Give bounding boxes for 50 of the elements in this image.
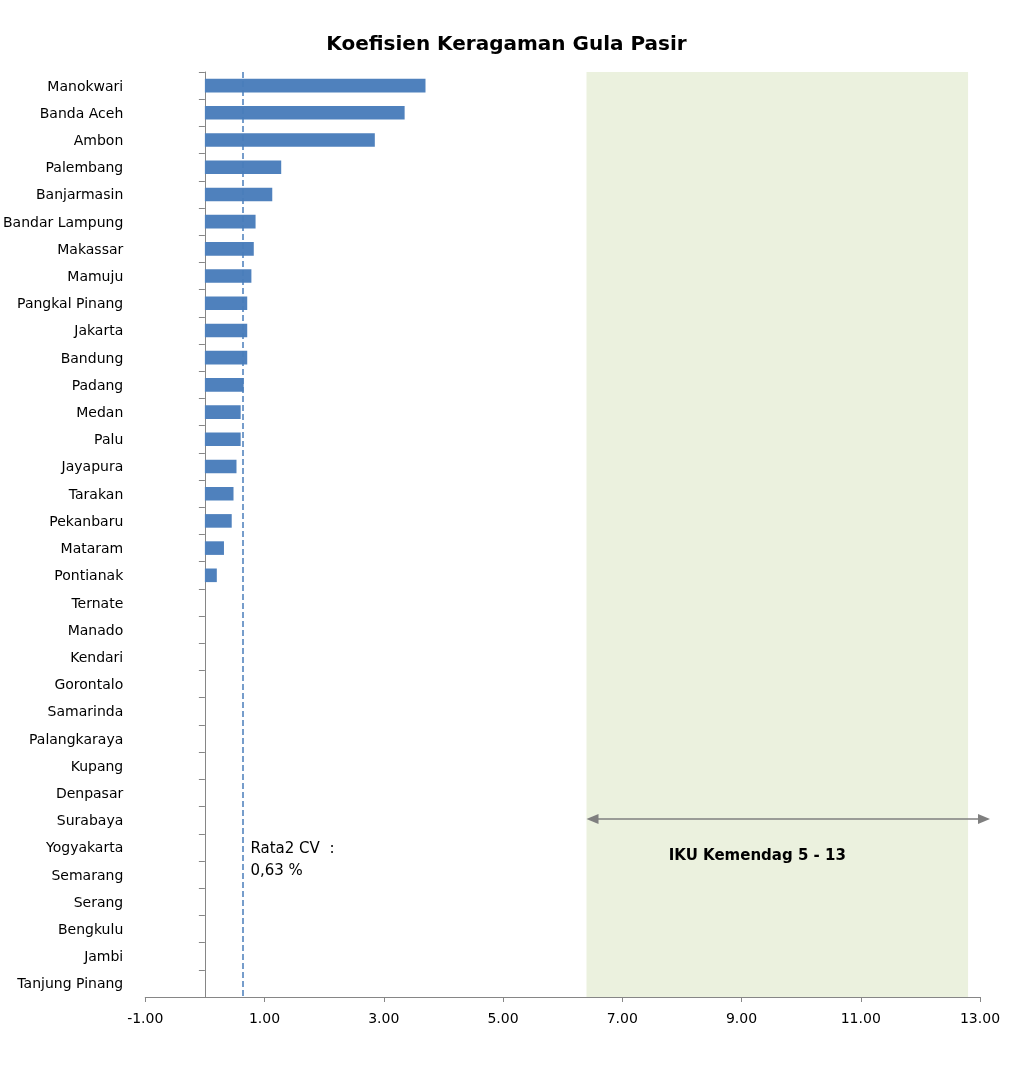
band-label: IKU Kemendag 5 - 13 bbox=[668, 845, 846, 864]
x-tick-label: 9.00 bbox=[725, 1010, 758, 1026]
y-tick-label: Semarang bbox=[51, 866, 124, 883]
y-tick-label: Tanjung Pinang bbox=[16, 975, 124, 992]
x-tick-label: 7.00 bbox=[606, 1010, 638, 1026]
y-tick-label: Ambon bbox=[73, 132, 124, 149]
y-tick-label: Jayapura bbox=[60, 458, 124, 475]
y-tick-label: Manokwari bbox=[47, 77, 124, 94]
y-tick-label: Palembang bbox=[45, 159, 124, 176]
y-tick-label: Pekanbaru bbox=[49, 512, 124, 529]
bar bbox=[204, 459, 237, 474]
y-tick-label: Denpasar bbox=[55, 784, 124, 801]
ref-line-label: Rata2 CV : 0,63 % bbox=[250, 839, 335, 879]
y-tick-label: Jakarta bbox=[73, 322, 124, 339]
y-tick-label: Gorontalo bbox=[54, 676, 124, 693]
bar bbox=[204, 568, 217, 583]
x-tick-label: -1.00 bbox=[127, 1010, 164, 1026]
y-tick-label: Manado bbox=[67, 621, 124, 638]
y-tick-label: Serang bbox=[73, 893, 124, 910]
bar bbox=[204, 514, 232, 528]
y-tick-label: Mataram bbox=[60, 540, 124, 557]
y-tick-label: Bengkulu bbox=[57, 920, 124, 937]
chart-title: Koefisien Keragaman Gula Pasir bbox=[326, 31, 687, 55]
y-tick-label: Palu bbox=[94, 431, 124, 448]
y-tick-label: Tarakan bbox=[67, 485, 124, 502]
y-tick-label: Surabaya bbox=[56, 812, 124, 829]
y-tick-label: Jambi bbox=[83, 948, 124, 965]
x-tick-label: 3.00 bbox=[368, 1010, 400, 1026]
y-tick-label: Mamuju bbox=[67, 268, 124, 285]
y-tick-label: Makassar bbox=[57, 240, 124, 257]
y-tick-label: Pontianak bbox=[54, 567, 125, 584]
y-tick-label: Ternate bbox=[70, 594, 124, 611]
y-tick-label: Medan bbox=[76, 404, 124, 421]
x-tick-label: 1.00 bbox=[248, 1010, 281, 1026]
x-tick-label: 13.00 bbox=[959, 1010, 1001, 1026]
y-tick-label: Samarinda bbox=[47, 703, 124, 720]
bar bbox=[204, 486, 234, 501]
y-tick-label: Banjarmasin bbox=[35, 186, 124, 203]
y-tick-label: Kupang bbox=[70, 757, 124, 774]
y-tick-label: Kendari bbox=[70, 648, 124, 665]
y-tick-label: Banda Aceh bbox=[39, 104, 124, 121]
y-tick-label: Padang bbox=[71, 376, 124, 393]
x-tick-label: 5.00 bbox=[487, 1010, 519, 1026]
y-tick-label: Bandar Lampung bbox=[3, 213, 124, 230]
y-tick-label: Pangkal Pinang bbox=[17, 295, 124, 312]
y-tick-label: Yogyakarta bbox=[44, 839, 124, 856]
y-tick-label: Bandung bbox=[60, 349, 124, 366]
bar bbox=[204, 541, 224, 555]
x-tick-label: 11.00 bbox=[840, 1010, 881, 1026]
y-tick-label: Palangkaraya bbox=[29, 730, 124, 747]
